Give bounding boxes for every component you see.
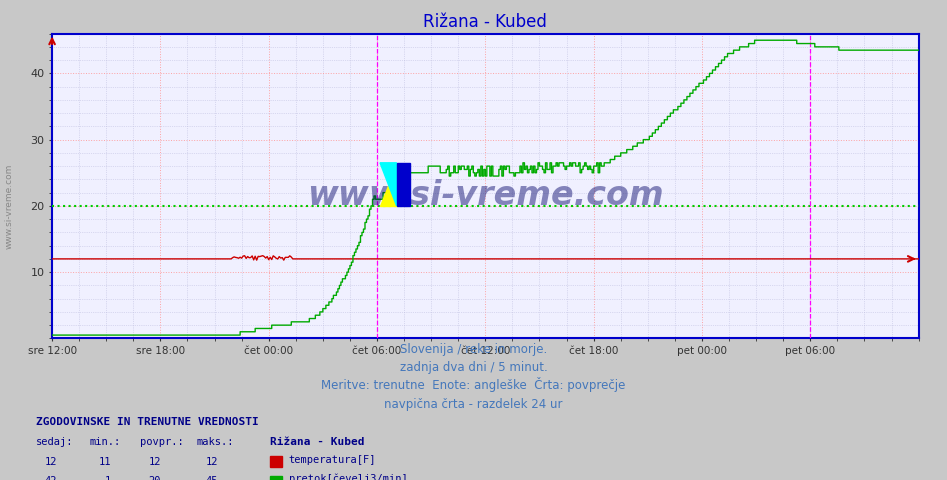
Text: 20: 20 [149, 476, 161, 480]
Text: 12: 12 [149, 457, 161, 467]
Text: Meritve: trenutne  Enote: angleške  Črta: povprečje: Meritve: trenutne Enote: angleške Črta: … [321, 377, 626, 392]
Text: pretok[čevelj3/min]: pretok[čevelj3/min] [289, 474, 407, 480]
Text: Rižana - Kubed: Rižana - Kubed [270, 437, 365, 447]
Text: min.:: min.: [90, 437, 121, 447]
Title: Rižana - Kubed: Rižana - Kubed [423, 12, 547, 31]
Text: povpr.:: povpr.: [140, 437, 184, 447]
Text: 42: 42 [45, 476, 57, 480]
Text: Slovenija / reke in morje.: Slovenija / reke in morje. [400, 343, 547, 356]
Text: 12: 12 [205, 457, 218, 467]
Text: 12: 12 [45, 457, 57, 467]
Bar [397, 163, 410, 206]
Text: 1: 1 [104, 476, 111, 480]
Polygon shape [380, 163, 397, 206]
Text: navpična črta - razdelek 24 ur: navpična črta - razdelek 24 ur [384, 397, 563, 410]
Text: 45: 45 [205, 476, 218, 480]
Polygon shape [380, 163, 397, 206]
Text: temperatura[F]: temperatura[F] [289, 455, 376, 465]
Text: www.si-vreme.com: www.si-vreme.com [307, 179, 664, 212]
Text: zadnja dva dni / 5 minut.: zadnja dva dni / 5 minut. [400, 361, 547, 374]
Text: maks.:: maks.: [197, 437, 235, 447]
Text: sedaj:: sedaj: [36, 437, 74, 447]
Text: www.si-vreme.com: www.si-vreme.com [5, 164, 14, 249]
Text: ZGODOVINSKE IN TRENUTNE VREDNOSTI: ZGODOVINSKE IN TRENUTNE VREDNOSTI [36, 417, 259, 427]
Text: 11: 11 [98, 457, 111, 467]
